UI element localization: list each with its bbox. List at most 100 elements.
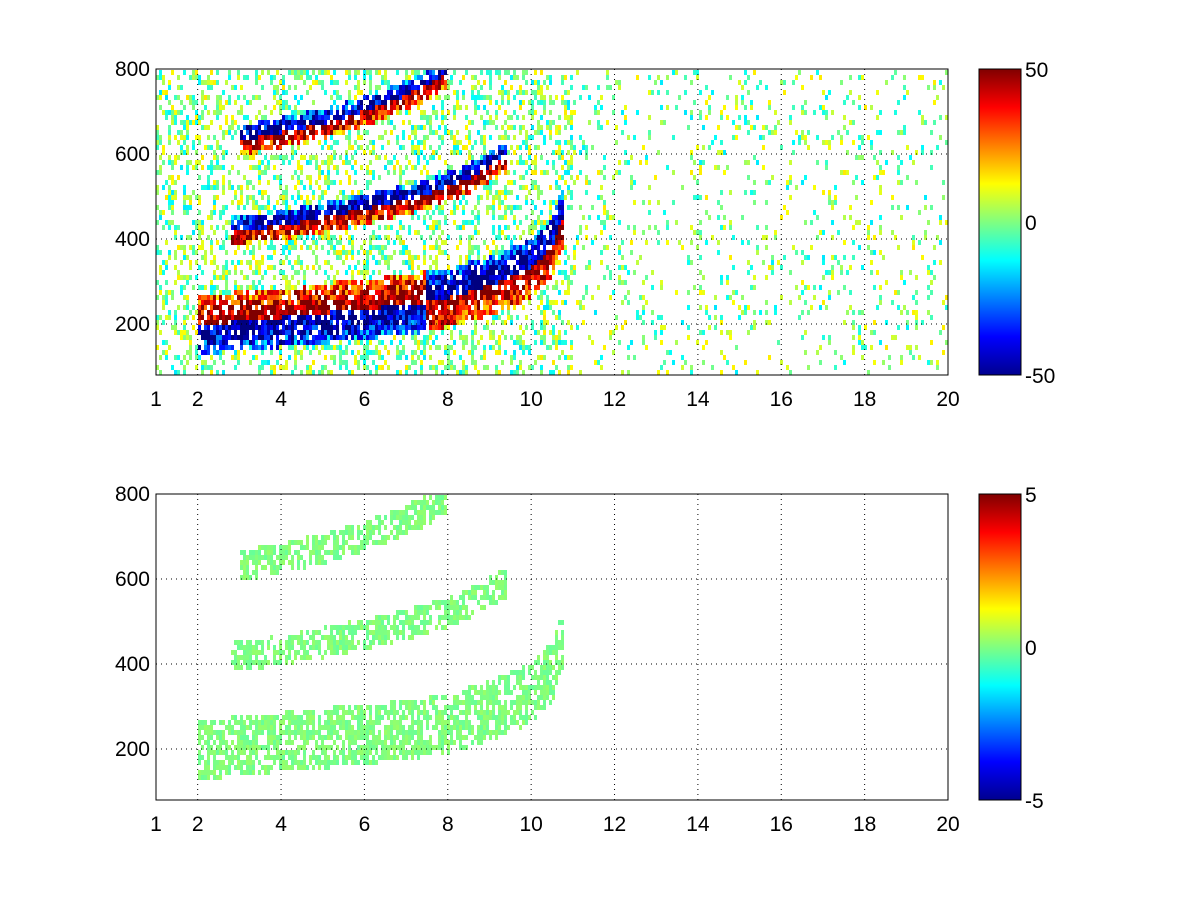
heatmap-cell [462,275,465,280]
heatmap-cell [366,305,369,310]
heatmap-cell [714,315,717,320]
heatmap-cell [681,185,684,190]
heatmap-cell [297,350,300,355]
heatmap-cell [330,125,333,130]
heatmap-cell [276,315,279,320]
heatmap-cell [255,270,258,275]
heatmap-cell [177,355,180,360]
heatmap-cell [588,215,591,220]
heatmap-cell [354,280,357,285]
heatmap-cell [522,75,525,80]
heatmap-cell [231,215,234,220]
heatmap-cell [312,135,315,140]
heatmap-cell [438,185,441,190]
heatmap-cell [315,75,318,80]
heatmap-cell [201,360,204,365]
heatmap-cell [177,225,180,230]
heatmap-cell [291,210,294,215]
heatmap-cell [186,305,189,310]
heatmap-cell [498,255,501,260]
heatmap-cell [813,210,816,215]
heatmap-cell [645,300,648,305]
heatmap-cell [177,275,180,280]
heatmap-cell [408,200,411,205]
heatmap-cell [318,350,321,355]
heatmap-cell [369,105,372,110]
heatmap-cell [288,315,291,320]
heatmap-cell [282,90,285,95]
heatmap-cell [252,345,255,350]
heatmap-cell [435,75,438,80]
heatmap-cell [330,75,333,80]
heatmap-cell [204,105,207,110]
heatmap-cell [375,190,378,195]
heatmap-cell [333,200,336,205]
heatmap-cell [774,125,777,130]
heatmap-cell [660,285,663,290]
heatmap-cell [423,205,426,210]
heatmap-cell [522,140,525,145]
heatmap-cell [237,185,240,190]
heatmap-cell [492,295,495,300]
heatmap-cell [234,355,237,360]
heatmap-cell [396,300,399,305]
heatmap-cell [282,250,285,255]
heatmap-cell [489,85,492,90]
heatmap-cell [429,295,432,300]
heatmap-cell [207,335,210,340]
heatmap-cell [261,135,264,140]
heatmap-cell [531,245,534,250]
heatmap-cell [411,310,414,315]
heatmap-cell [471,275,474,280]
heatmap-cell [879,185,882,190]
heatmap-cell [435,315,438,320]
heatmap-cell [513,290,516,295]
heatmap-cell [240,185,243,190]
heatmap-cell [306,320,309,325]
heatmap-cell [570,125,573,130]
heatmap-cell [510,295,513,300]
heatmap-cell [267,245,270,250]
heatmap-cell [339,340,342,345]
heatmap-cell [390,190,393,195]
heatmap-cell [525,70,528,75]
heatmap-cell [411,335,414,340]
heatmap-cell [234,120,237,125]
heatmap-cell [345,100,348,105]
heatmap-cell [432,155,435,160]
heatmap-cell [195,345,198,350]
heatmap-cell [684,75,687,80]
heatmap-cell [204,345,207,350]
heatmap-cell [345,255,348,260]
heatmap-cell [159,70,162,75]
heatmap-cell [552,265,555,270]
heatmap-cell [297,215,300,220]
heatmap-cell [546,85,549,90]
heatmap-cell [429,285,432,290]
heatmap-cell [201,220,204,225]
heatmap-cell [687,255,690,260]
heatmap-cell [339,215,342,220]
heatmap-cell [303,220,306,225]
heatmap-cell [456,285,459,290]
heatmap-cell [207,135,210,140]
heatmap-cell [642,200,645,205]
heatmap-cell [780,265,783,270]
heatmap-cell [423,320,426,325]
heatmap-cell [261,365,264,370]
heatmap-cell [168,190,171,195]
heatmap-cell [471,160,474,165]
heatmap-cell [189,195,192,200]
heatmap-cell [234,365,237,370]
heatmap-cell [654,225,657,230]
heatmap-cell [201,155,204,160]
heatmap-cell [441,75,444,80]
heatmap-cell [222,300,225,305]
heatmap-cell [252,125,255,130]
heatmap-cell [420,370,423,375]
heatmap-cell [387,160,390,165]
heatmap-cell [168,195,171,200]
heatmap-cell [504,260,507,265]
heatmap-cell [687,125,690,130]
heatmap-cell [474,75,477,80]
